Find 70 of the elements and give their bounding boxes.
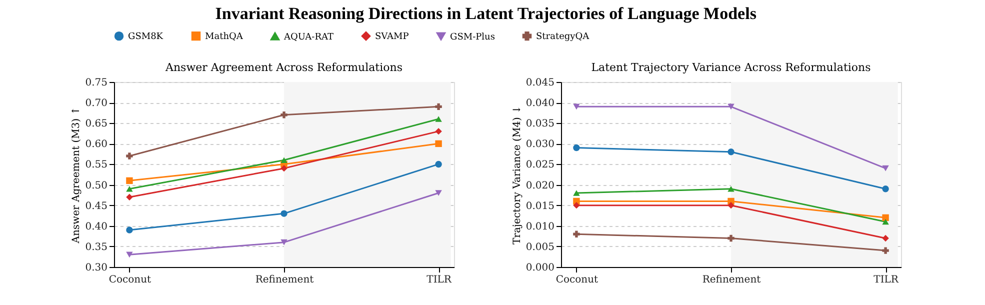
- y-axis-title: Trajectory Variance (M4) ↓: [512, 106, 523, 244]
- point: [728, 148, 734, 156]
- y-tick-label: 0.025: [526, 160, 554, 171]
- x-tick-label: Refinement: [702, 274, 761, 286]
- point: [435, 128, 442, 135]
- x-tick-label: TILR: [426, 274, 452, 286]
- point: [435, 160, 442, 168]
- y-tick-label: 0.75: [85, 78, 108, 88]
- point: [435, 103, 442, 110]
- y-tick-label: 0.020: [526, 180, 554, 192]
- point: [126, 186, 133, 192]
- point: [435, 190, 442, 196]
- point: [126, 252, 133, 258]
- point: [126, 194, 133, 200]
- chart-title: Latent Trajectory Variance Across Reformulations: [591, 61, 872, 74]
- point: [435, 140, 442, 148]
- y-tick-label: 0.005: [526, 242, 554, 253]
- text: Invariant Reasoning Directions in Latent Trajectories of Language Models: [215, 4, 757, 23]
- point: [573, 104, 580, 110]
- legend-label: MathQA: [205, 32, 244, 42]
- point: [882, 247, 889, 254]
- legend-label: AQUA-RAT: [283, 32, 334, 42]
- y-tick-label: 0.30: [85, 262, 108, 274]
- y-tick-label: 0.000: [526, 262, 554, 274]
- y-tick-label: 0.65: [85, 118, 108, 130]
- point: [573, 202, 580, 209]
- y-tick-label: 0.55: [85, 160, 108, 171]
- y-tick-label: 0.70: [85, 98, 108, 110]
- y-tick-label: 0.35: [85, 242, 108, 253]
- point: [573, 144, 580, 152]
- y-tick-label: 0.50: [85, 180, 108, 192]
- chart-title: Answer Agreement Across Reformulations: [164, 61, 403, 74]
- point: [126, 226, 133, 234]
- point: [126, 177, 133, 184]
- legend-label: SVAMP: [375, 32, 409, 42]
- point: [280, 210, 288, 217]
- point: [728, 186, 734, 192]
- y-tick-label: 0.040: [526, 98, 554, 110]
- point: [280, 164, 288, 172]
- point: [728, 104, 734, 110]
- point: [435, 116, 442, 122]
- point: [882, 234, 889, 242]
- y-tick-label: 0.035: [526, 118, 554, 130]
- point: [280, 112, 288, 118]
- point: [280, 157, 288, 164]
- point: [728, 234, 734, 242]
- y-tick-label: 0.045: [526, 78, 554, 88]
- point: [280, 239, 288, 246]
- point: [728, 202, 734, 209]
- y-axis-title: Answer Agreement (M3) ↑: [71, 106, 82, 244]
- point: [882, 165, 889, 172]
- y-tick-label: 0.010: [526, 221, 554, 232]
- point: [882, 186, 889, 192]
- y-tick-label: 0.015: [526, 200, 554, 212]
- point: [882, 214, 889, 222]
- x-tick-label: Refinement: [255, 274, 314, 286]
- x-tick-label: Coconut: [108, 274, 152, 286]
- x-tick-label: Coconut: [556, 274, 598, 286]
- point: [573, 190, 580, 196]
- y-tick-label: 0.45: [85, 200, 108, 212]
- x-tick-label: TILR: [874, 274, 899, 286]
- y-tick-label: 0.40: [85, 221, 108, 232]
- point: [573, 230, 580, 238]
- y-tick-label: 0.60: [85, 139, 108, 150]
- legend-label: GSM-Plus: [450, 32, 496, 42]
- y-tick-label: 0.030: [526, 139, 554, 150]
- legend-label: GSM8K: [128, 32, 164, 42]
- point: [882, 218, 889, 225]
- legend-label: StrategyQA: [536, 32, 590, 42]
- point: [126, 152, 133, 160]
